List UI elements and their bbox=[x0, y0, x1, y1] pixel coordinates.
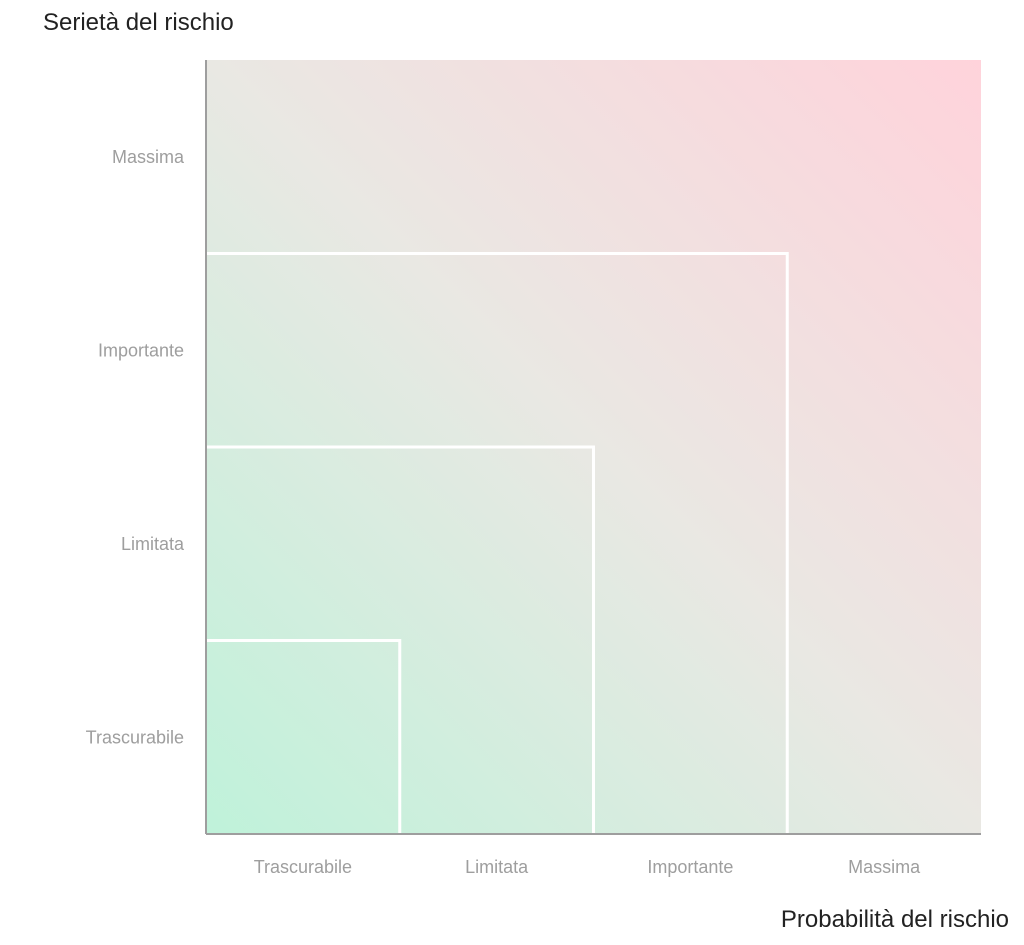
x-tick-label: Limitata bbox=[465, 857, 529, 877]
risk-boundary-2 bbox=[206, 445, 595, 834]
risk-boundary-3 bbox=[206, 252, 789, 834]
y-tick-label: Limitata bbox=[121, 534, 185, 554]
x-axis-title: Probabilità del rischio bbox=[781, 906, 1009, 933]
y-axis-title: Serietà del rischio bbox=[43, 9, 234, 36]
y-tick-label: Massima bbox=[112, 147, 185, 167]
x-tick-label: Trascurabile bbox=[254, 857, 352, 877]
y-tick-label: Importante bbox=[98, 340, 184, 360]
y-tick-label: Trascurabile bbox=[86, 727, 184, 747]
x-tick-label: Importante bbox=[647, 857, 733, 877]
risk-boundaries bbox=[206, 252, 789, 834]
y-tick-labels: Trascurabile Limitata Importante Massima bbox=[86, 147, 185, 748]
risk-boundary-1 bbox=[206, 639, 402, 834]
x-tick-labels: Trascurabile Limitata Importante Massima bbox=[254, 857, 921, 877]
x-tick-label: Massima bbox=[848, 857, 921, 877]
